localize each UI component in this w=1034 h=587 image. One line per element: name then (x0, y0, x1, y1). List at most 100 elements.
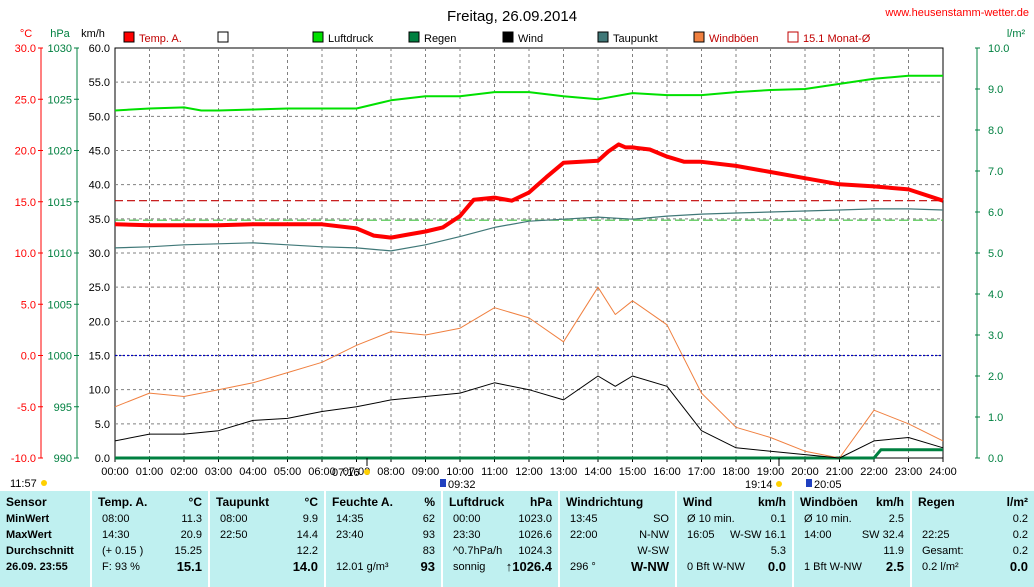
temp-cell-label: 14:30 (102, 529, 130, 541)
legend-item: Wind (502, 31, 543, 45)
x-tick-label: 01:00 (136, 466, 164, 478)
x-tick-label: 17:00 (688, 466, 716, 478)
x-tick-label: 05:00 (274, 466, 302, 478)
wind-tick-label: 5.0 (95, 419, 110, 431)
x-tick-label: 24:00 (929, 466, 957, 478)
gust-cell-label: 1 Bft W-NW (804, 561, 862, 573)
pressure-tick-label: 995 (54, 402, 72, 414)
gust-cell-label: 14:00 (804, 529, 832, 541)
temp-tick-label: 15.0 (15, 197, 36, 209)
col-gust: Windböen km/h Ø 10 min. 2.5 14:00 SW 32.4 11.9… (792, 491, 910, 587)
x-tick-label: 02:00 (170, 466, 198, 478)
wind-cell-value: 0.0 (767, 559, 786, 574)
wind-unit: km/h (757, 495, 786, 509)
rain-unit: l/m² (1006, 495, 1028, 509)
sensor-header: Sensor (6, 495, 47, 509)
press-cell-value: 1024.3 (518, 545, 552, 557)
wind-tick-label: 45.0 (89, 146, 110, 158)
legend-swatch (597, 31, 609, 43)
legend-swatch (312, 31, 324, 43)
col-hum: Feuchte A.% 14:35 62 23:40 93 83 12.01 g/m³ 93 (324, 491, 441, 587)
website-link[interactable]: www.heusenstamm-wetter.de (884, 7, 1029, 19)
dew-cell-value: 14.0 (292, 559, 318, 574)
rain-unit: l/m² (1007, 28, 1026, 40)
hum-header: Feuchte A. (332, 495, 393, 509)
legend-label: Windböen (709, 33, 759, 45)
wind-cell-label: 0 Bft W-NW (687, 561, 745, 573)
sun-marker-label: 20:05 (814, 479, 842, 491)
temp-unit: °C (188, 495, 202, 509)
rain-tick-label: 7.0 (988, 166, 1003, 178)
press-cell-label: 00:00 (453, 513, 481, 525)
legend-swatch (408, 31, 420, 43)
sun-moon-markers: 11:57 07:16 09:32 19:14 20:05 (10, 458, 842, 491)
wind-cell-value: 0.1 (770, 513, 786, 525)
temp-cell-value: 15.25 (174, 545, 202, 557)
legend-item: Windböen (693, 31, 759, 45)
wind-tick-label: 10.0 (89, 385, 110, 397)
legend-swatch (693, 31, 705, 43)
series-line-1 (114, 208, 944, 252)
x-tick-label: 09:00 (412, 466, 440, 478)
rain-tick-label: 10.0 (988, 43, 1009, 55)
dew-cell-value: 14.4 (296, 529, 318, 541)
chart-series (114, 74, 944, 460)
press-header: Luftdruck (449, 495, 505, 509)
x-tick-label: 06:00 (308, 466, 336, 478)
pressure-tick-label: 1015 (48, 197, 72, 209)
rain-header: Regen (918, 495, 955, 509)
rain-tick-label: 1.0 (988, 412, 1003, 424)
wind-tick-label: 55.0 (89, 77, 110, 89)
wind-tick-label: 20.0 (89, 316, 110, 328)
legend-swatch (217, 31, 229, 43)
legend-label: Regen (424, 33, 456, 45)
dir-cell-value: SO (653, 513, 669, 525)
series-line-3 (114, 375, 944, 459)
legend-item (217, 31, 229, 43)
x-tick-label: 12:00 (515, 466, 543, 478)
press-cell-label: sonnig (453, 561, 486, 573)
temp-cell-label: (+ 0.15 ) (102, 545, 144, 557)
wind-tick-label: 50.0 (89, 111, 110, 123)
dew-header: Taupunkt (216, 495, 270, 509)
hum-cell-value: 83 (422, 545, 435, 557)
wind-tick-label: 0.0 (95, 453, 110, 465)
rain-tick-label: 0.0 (988, 453, 1003, 465)
temp-tick-label: -10.0 (11, 453, 36, 465)
wind-cell-label: Ø 10 min. (687, 513, 735, 525)
sun-marker-label: 19:14 (745, 479, 773, 491)
pressure-tick-label: 1000 (48, 351, 72, 363)
gust-cell-label: Ø 10 min. (804, 513, 852, 525)
rain-tick-label: 9.0 (988, 84, 1003, 96)
legend-swatch (502, 31, 514, 43)
sun-marker-label: 07:16 (332, 467, 360, 479)
temp-cell-label: F: 93 % (102, 561, 140, 573)
x-tick-label: 23:00 (895, 466, 923, 478)
rain-cell-value: 0.2 (1012, 513, 1028, 525)
weather-chart: Freitag, 26.09.2014 www.heusenstamm-wett… (10, 7, 1029, 491)
legend-swatch (787, 31, 799, 43)
pressure-tick-label: 1005 (48, 299, 72, 311)
rain-tick-label: 2.0 (988, 371, 1003, 383)
wind-tick-label: 30.0 (89, 248, 110, 260)
dir-cell-value: W-NW (631, 559, 669, 574)
dir-cell-label: 13:45 (570, 513, 598, 525)
legend-label: 15.1 Monat-Ø (803, 33, 871, 45)
pressure-tick-label: 1020 (48, 146, 72, 158)
sensor-row-current: 26.09. 23:55 (6, 561, 68, 573)
temp-cell-label: 08:00 (102, 513, 130, 525)
sensor-row-max: MaxWert (6, 529, 52, 541)
press-cell-value: ↑1026.4 (505, 559, 552, 574)
rain-tick-label: 8.0 (988, 125, 1003, 137)
col-rain: Regen l/m² 0.2 22:25 0.2 Gesamt: 0.2 0.2 l/m² 0.… (910, 491, 1034, 587)
hum-cell-value: 93 (420, 559, 435, 574)
wind-tick-label: 40.0 (89, 180, 110, 192)
x-tick-label: 10:00 (446, 466, 474, 478)
sensor-row-min: MinWert (6, 513, 50, 525)
temp-header: Temp. A. (98, 495, 148, 509)
hum-cell-label: 12.01 g/m³ (336, 561, 389, 573)
dew-cell-label: 08:00 (220, 513, 248, 525)
dir-cell-value: W-SW (637, 545, 669, 557)
rain-tick-label: 4.0 (988, 289, 1003, 301)
